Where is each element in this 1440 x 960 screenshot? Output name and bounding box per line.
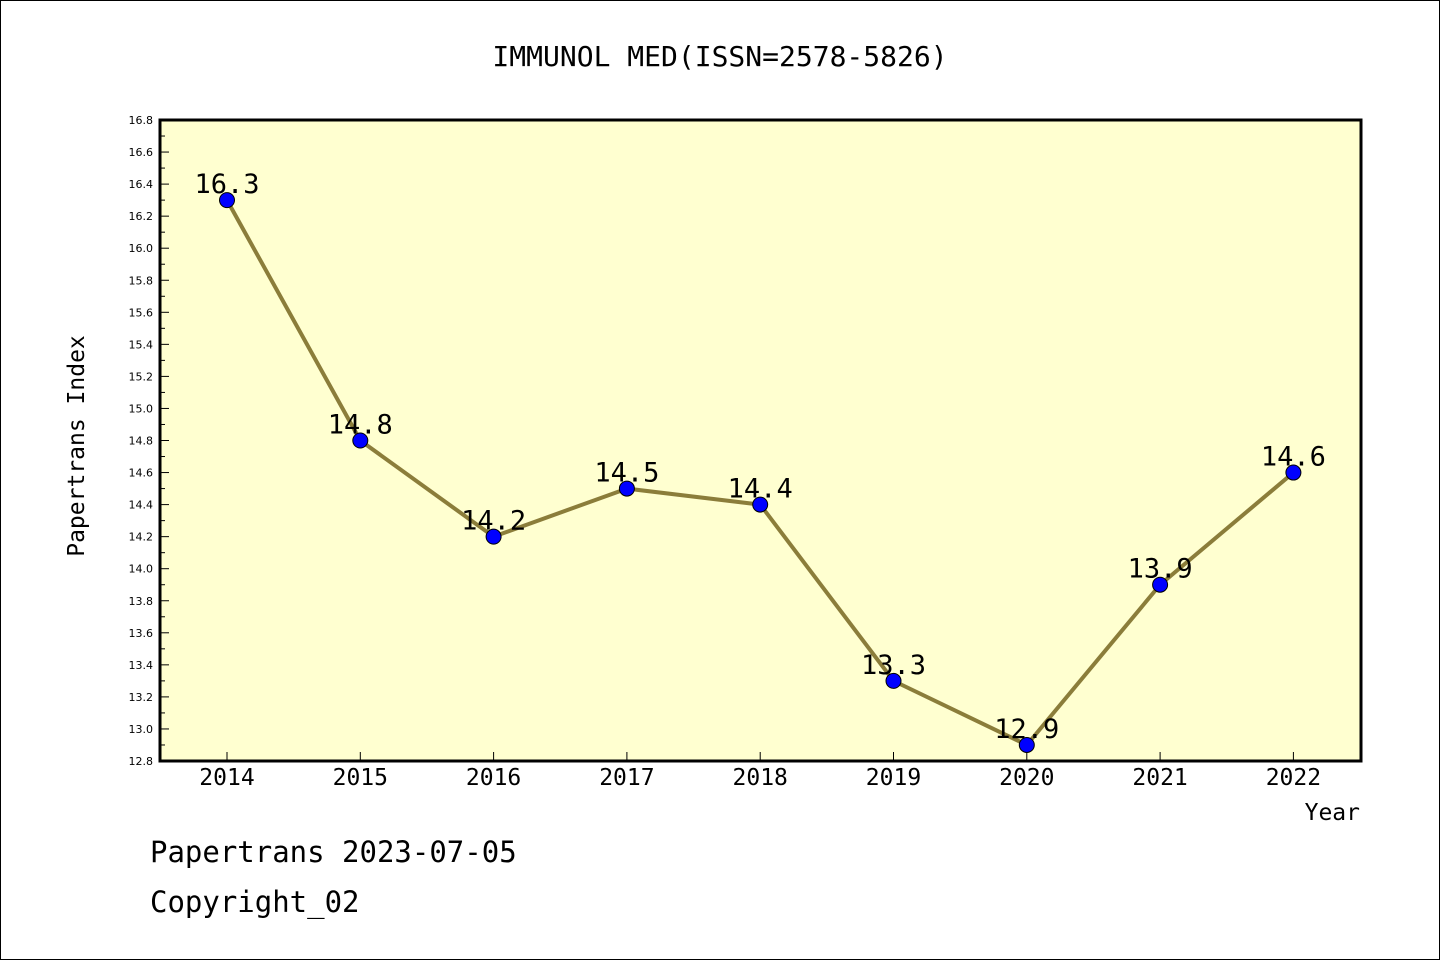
x-tick-label: 2017 bbox=[599, 765, 654, 791]
data-label: 13.3 bbox=[861, 650, 926, 681]
data-label: 14.4 bbox=[728, 474, 793, 505]
y-tick-label: 13.4 bbox=[129, 659, 154, 672]
data-label: 13.9 bbox=[1128, 554, 1193, 585]
y-axis-ticks: 12.8 13.0 13.2 13.4 13.6 13.8 14.0 14.2 14.4 14.6… bbox=[129, 114, 169, 768]
data-label: 12.9 bbox=[994, 714, 1059, 745]
y-tick-label: 16.8 bbox=[129, 114, 154, 127]
x-tick-label: 2015 bbox=[333, 765, 388, 791]
x-tick-label: 2022 bbox=[1266, 765, 1321, 791]
data-labels: 16.3 14.8 14.2 14.5 14.4 13.3 12.9 13.9 14.6 bbox=[194, 169, 1325, 745]
x-tick-label: 2014 bbox=[199, 765, 254, 791]
data-point bbox=[1018, 736, 1035, 753]
data-point bbox=[618, 480, 635, 497]
data-label: 16.3 bbox=[194, 169, 259, 200]
data-point bbox=[219, 192, 235, 209]
chart-title: IMMUNOL MED(ISSN=2578-5826) bbox=[492, 40, 947, 73]
y-tick-label: 14.0 bbox=[129, 563, 154, 576]
source-date-text: Papertrans 2023-07-05 bbox=[150, 835, 517, 869]
data-point bbox=[352, 432, 369, 449]
y-tick-label: 14.4 bbox=[129, 499, 154, 512]
x-tick-label: 2018 bbox=[733, 765, 788, 791]
copyright-text: Copyright_02 bbox=[150, 885, 360, 919]
data-label: 14.5 bbox=[594, 458, 659, 489]
x-axis-label: Year bbox=[1305, 800, 1360, 826]
y-tick-label: 13.2 bbox=[129, 691, 154, 704]
data-point bbox=[1152, 576, 1169, 593]
y-tick-label: 16.6 bbox=[129, 146, 154, 159]
y-tick-label: 15.8 bbox=[129, 274, 154, 287]
series-markers bbox=[219, 192, 1302, 753]
x-tick-label: 2019 bbox=[866, 765, 921, 791]
y-tick-label: 14.6 bbox=[129, 467, 154, 480]
y-tick-label: 12.8 bbox=[129, 755, 154, 768]
y-tick-label: 13.6 bbox=[129, 627, 154, 640]
y-tick-label: 15.6 bbox=[129, 306, 154, 319]
y-tick-label: 15.4 bbox=[129, 338, 154, 351]
data-point bbox=[752, 496, 769, 513]
data-label: 14.2 bbox=[461, 506, 526, 537]
y-tick-label: 14.8 bbox=[129, 435, 154, 448]
data-point bbox=[485, 528, 502, 545]
data-point bbox=[885, 672, 902, 689]
data-label: 14.8 bbox=[328, 410, 393, 441]
x-axis-ticks: 2014 2015 2016 2017 2018 2019 2020 2021 2022 bbox=[199, 752, 1321, 791]
y-tick-label: 16.4 bbox=[129, 178, 154, 191]
y-tick-label: 15.2 bbox=[129, 370, 154, 383]
y-tick-label: 16.2 bbox=[129, 210, 154, 223]
data-label: 14.6 bbox=[1261, 442, 1326, 473]
x-tick-label: 2020 bbox=[999, 765, 1054, 791]
y-tick-label: 14.2 bbox=[129, 531, 154, 544]
data-point bbox=[1285, 464, 1302, 481]
y-tick-label: 13.8 bbox=[129, 595, 154, 608]
y-tick-label: 15.0 bbox=[129, 402, 154, 415]
x-tick-label: 2016 bbox=[466, 765, 521, 791]
x-tick-label: 2021 bbox=[1132, 765, 1187, 791]
y-tick-label: 16.0 bbox=[129, 242, 154, 255]
plot-area bbox=[158, 118, 1363, 763]
y-tick-label: 13.0 bbox=[129, 723, 154, 736]
y-axis-label: Papertrans Index bbox=[64, 335, 90, 557]
